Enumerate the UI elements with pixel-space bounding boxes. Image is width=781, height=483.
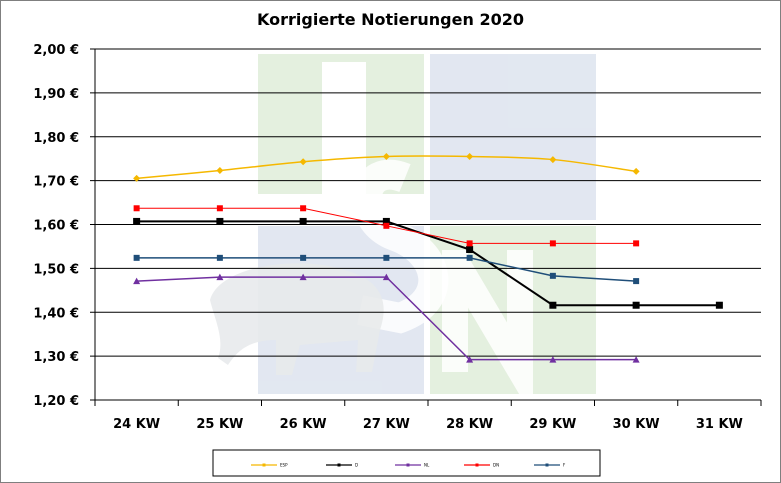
data-point — [382, 273, 390, 281]
data-point — [715, 301, 723, 309]
series-f — [133, 254, 640, 285]
legend-marker — [406, 463, 410, 467]
data-point — [216, 273, 224, 281]
y-tick-label: 1,60 € — [33, 219, 79, 234]
legend-marker — [475, 463, 479, 467]
y-tick-label: 1,20 € — [33, 394, 79, 409]
axes — [90, 48, 762, 406]
data-point — [216, 217, 224, 225]
data-point — [466, 240, 473, 247]
legend-label-dn: DN — [493, 463, 499, 468]
series-esp — [133, 152, 640, 182]
data-point — [466, 246, 474, 254]
data-point — [466, 152, 474, 160]
legend-label-f: F — [563, 463, 566, 468]
data-point — [299, 158, 307, 166]
y-tick-label: 1,30 € — [33, 350, 79, 365]
legend-label-esp: ESP — [280, 463, 288, 468]
y-tick-label: 1,70 € — [33, 175, 79, 190]
data-point — [549, 356, 557, 363]
legend-marker — [262, 463, 266, 467]
x-axis-ticks: 24 KW 25 KW 26 KW 27 KW 28 KW 29 KW 30 KW 31 KW — [113, 417, 743, 432]
data-point — [632, 167, 640, 175]
data-point — [300, 254, 307, 261]
x-tick-label: 24 KW — [113, 417, 160, 432]
y-tick-label: 2,00 € — [33, 43, 79, 58]
legend-label-nl: NL — [424, 463, 430, 468]
data-point — [549, 156, 557, 164]
data-point — [466, 254, 473, 261]
x-tick-label: 30 KW — [613, 417, 660, 432]
legend-marker — [545, 463, 549, 467]
data-point — [299, 217, 307, 225]
data-point — [549, 301, 557, 309]
legend-box — [212, 449, 601, 477]
series-d — [133, 217, 723, 309]
data-point — [216, 205, 223, 212]
data-point — [216, 167, 224, 175]
data-point — [383, 254, 390, 261]
y-tick-label: 1,80 € — [33, 131, 79, 146]
x-tick-label: 29 KW — [529, 417, 576, 432]
series-nl — [133, 273, 640, 363]
data-point — [382, 152, 390, 160]
data-point — [466, 356, 474, 363]
legend-marker — [337, 463, 341, 467]
data-point — [632, 301, 640, 309]
y-tick-label: 1,90 € — [33, 87, 79, 102]
data-point — [133, 277, 141, 285]
data-point — [300, 205, 307, 212]
grid-lines — [95, 48, 761, 357]
data-point — [549, 240, 556, 247]
y-axis-ticks: 1,20 € 1,30 € 1,40 € 1,50 € 1,60 € 1,70 € 1,80… — [33, 43, 79, 409]
data-point — [299, 273, 307, 281]
x-tick-label: 26 KW — [280, 417, 327, 432]
data-point — [633, 240, 640, 247]
x-tick-label: 25 KW — [196, 417, 243, 432]
data-point — [133, 254, 140, 261]
data-point — [383, 222, 390, 229]
data-point — [133, 174, 141, 182]
data-point — [632, 356, 640, 363]
y-tick-label: 1,40 € — [33, 306, 79, 321]
x-tick-label: 31 KW — [696, 417, 743, 432]
series-layer — [133, 152, 723, 363]
legend: ESP D NL DN F — [212, 449, 601, 477]
y-tick-label: 1,50 € — [33, 262, 79, 277]
data-point — [133, 205, 140, 212]
isn-watermark-logo — [210, 54, 596, 418]
data-point — [133, 217, 141, 225]
legend-label-d: D — [355, 463, 358, 468]
series-dn — [133, 205, 640, 247]
chart-title: Korrigierte Notierungen 2020 — [257, 10, 524, 29]
series-line-d — [136, 220, 720, 307]
data-point — [549, 272, 556, 279]
x-tick-label: 28 KW — [446, 417, 493, 432]
x-tick-label: 27 KW — [363, 417, 410, 432]
data-point — [382, 217, 390, 225]
data-point — [216, 254, 223, 261]
data-point — [633, 278, 640, 285]
